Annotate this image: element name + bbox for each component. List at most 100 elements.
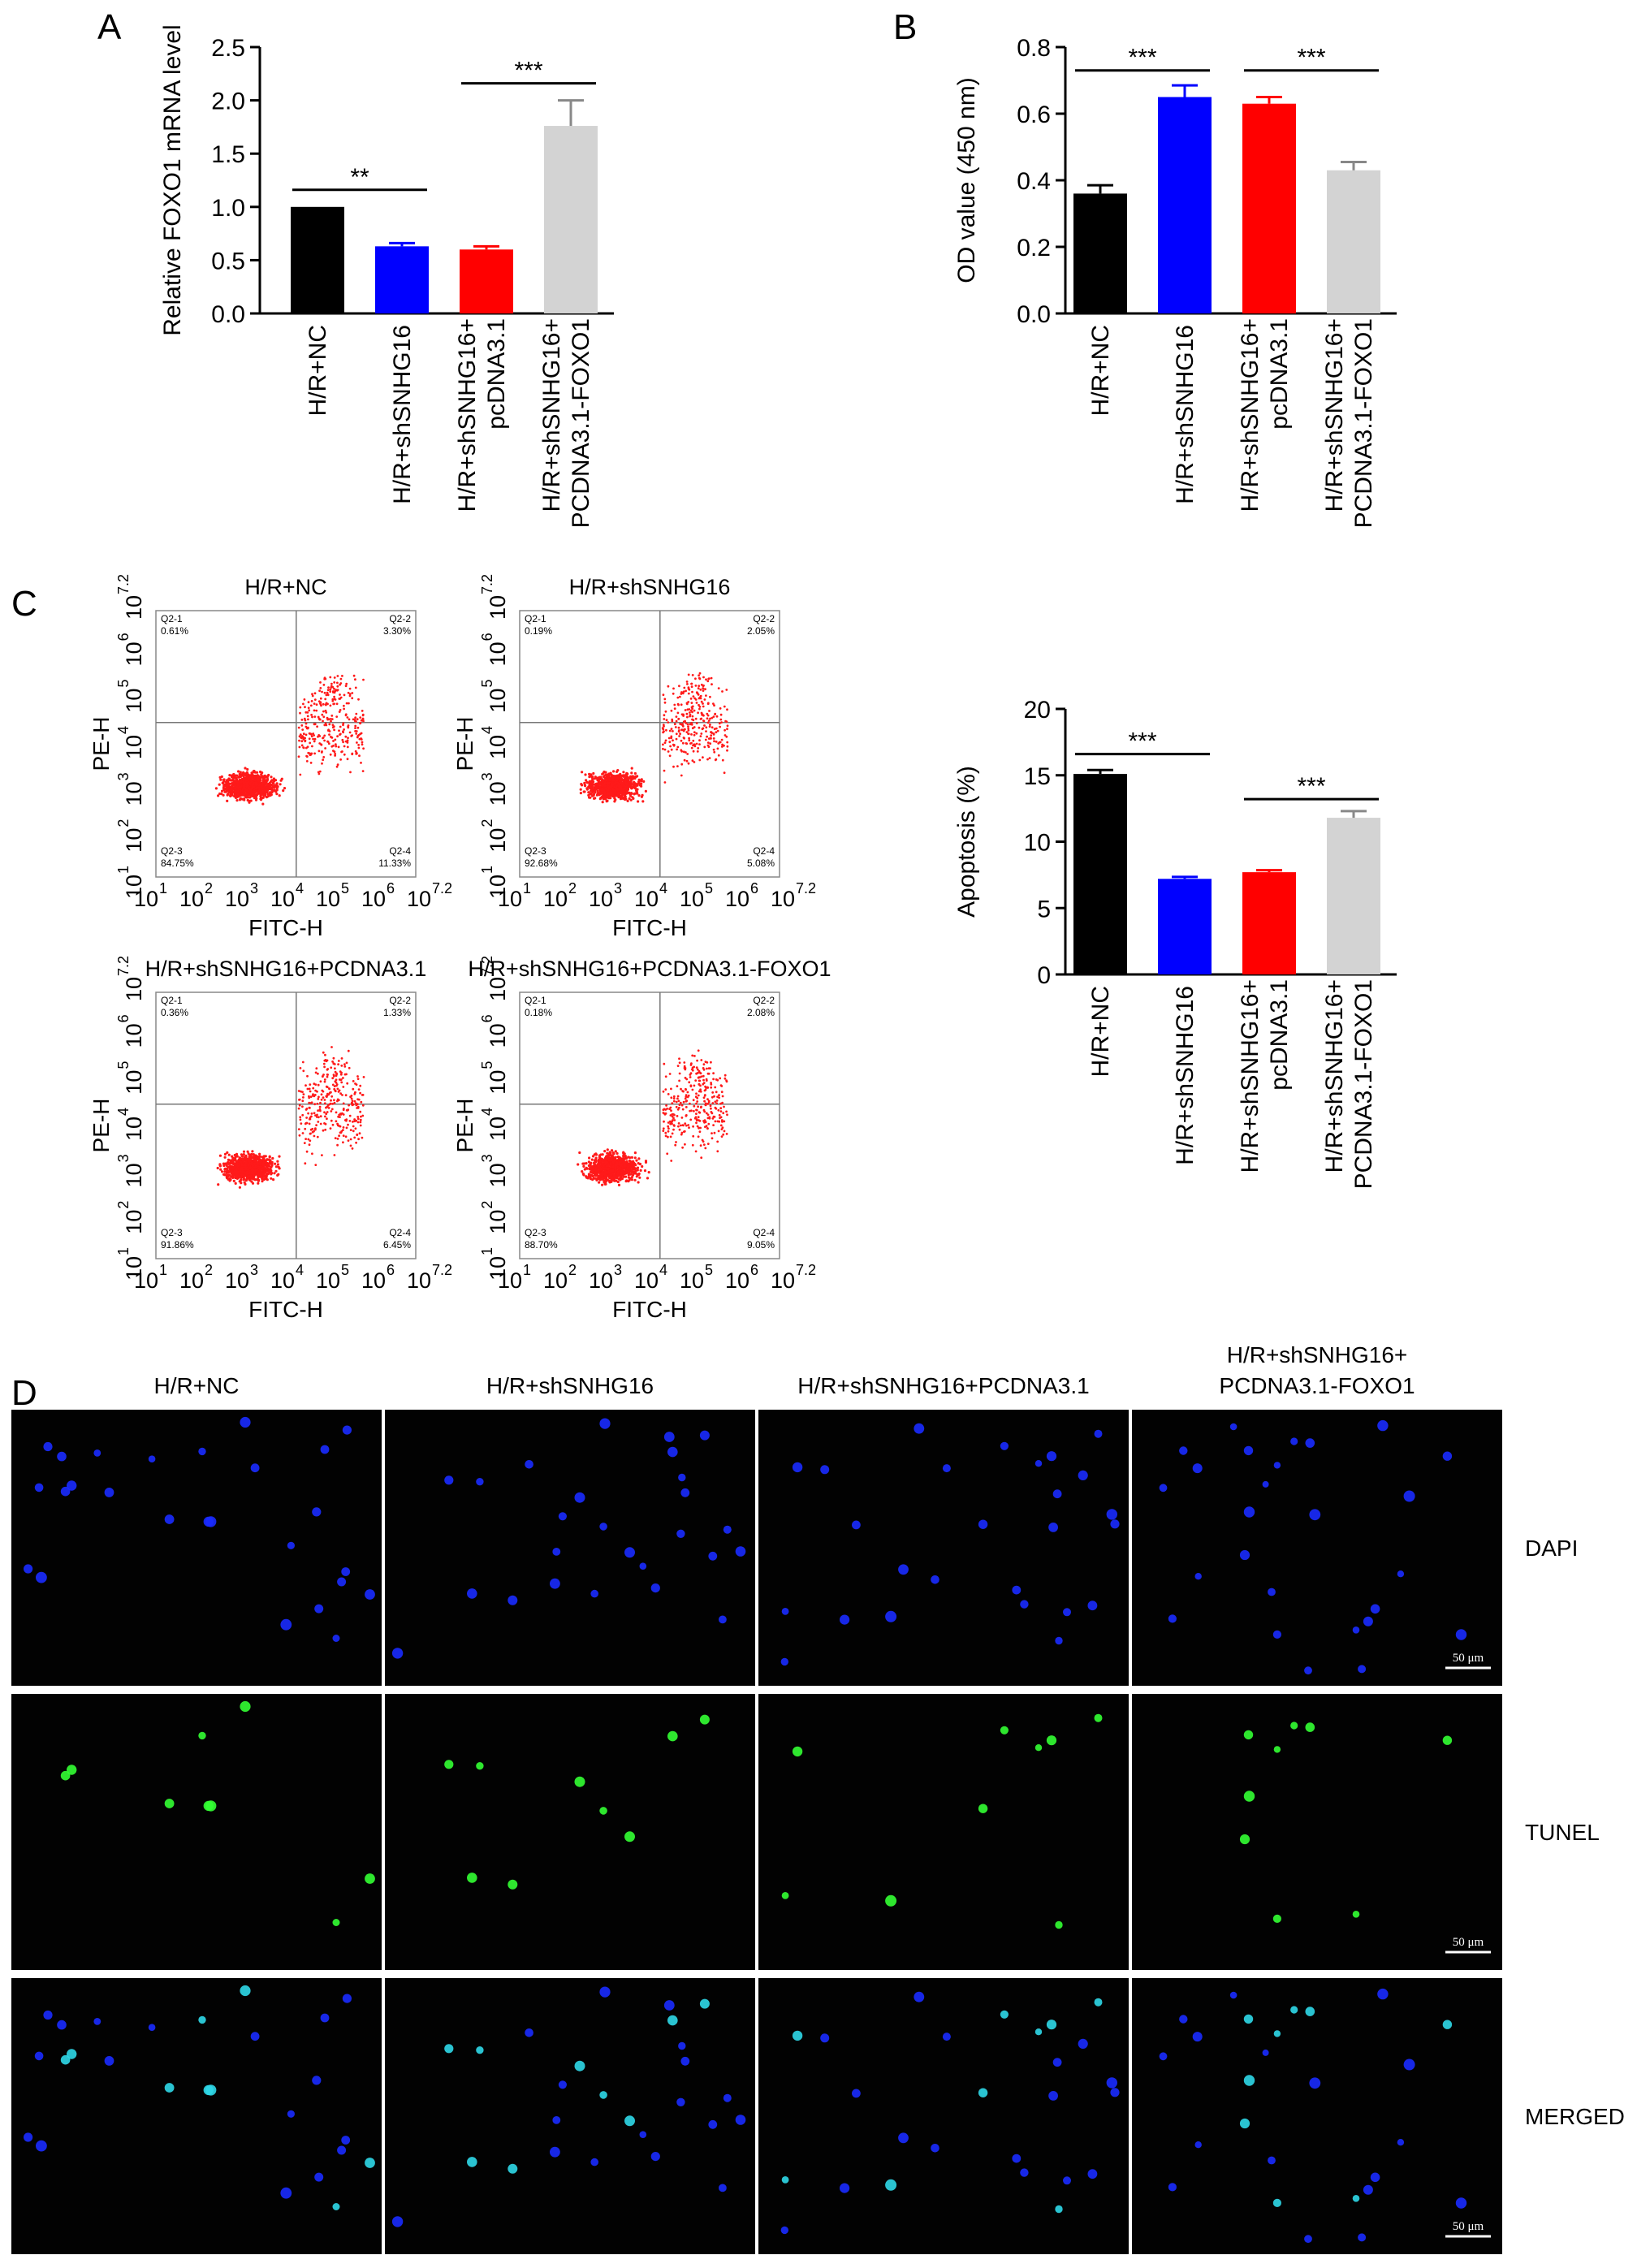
flow-dot	[697, 687, 700, 690]
flow-dot	[304, 706, 306, 709]
flow-dot	[587, 1175, 590, 1178]
flow-dot	[250, 792, 253, 796]
flow-dot	[682, 1100, 685, 1104]
flow-dot	[601, 784, 604, 788]
y-tick-exponent: 3	[115, 772, 132, 780]
flow-dot	[328, 730, 331, 732]
flow-dot	[279, 779, 283, 782]
flow-dot	[677, 1122, 680, 1125]
flow-dot	[690, 1109, 693, 1112]
flow-dot	[270, 1173, 273, 1176]
flow-dot	[317, 700, 321, 703]
flow-dot	[228, 788, 231, 793]
flow-dot	[346, 716, 349, 719]
flow-dot	[268, 785, 271, 789]
flow-dot	[315, 703, 318, 706]
flow-dot	[629, 1161, 633, 1164]
flow-dot	[261, 1172, 265, 1175]
flow-dot	[323, 1111, 326, 1114]
flow-dot	[678, 735, 680, 737]
flow-dot	[298, 739, 300, 742]
flow-dot	[342, 1141, 344, 1144]
flow-dot	[344, 735, 348, 738]
flow-dot	[323, 676, 326, 680]
flow-dot	[299, 733, 302, 737]
x-category-label: H/R+shSNHG16+ PCDNA3.1-FOXO1	[538, 318, 594, 528]
flow-dot	[676, 702, 680, 706]
flow-dot	[714, 1086, 717, 1089]
flow-dot	[687, 701, 690, 703]
x-tick-label: 10	[725, 887, 749, 911]
flow-dot	[711, 1095, 714, 1099]
flow-dot	[670, 1160, 673, 1162]
flow-dot	[331, 1061, 334, 1063]
flow-dot	[612, 770, 616, 773]
flow-dot	[264, 793, 267, 796]
y-tick-label: 10	[122, 595, 146, 620]
flow-dot	[646, 1177, 650, 1180]
flow-dot	[611, 777, 615, 780]
flow-dot	[244, 773, 247, 777]
flow-dot	[305, 711, 308, 714]
flow-dot	[322, 1062, 326, 1065]
flow-dot	[248, 1162, 252, 1165]
flow-dot	[675, 715, 678, 718]
flow-dot	[589, 1177, 593, 1181]
flow-dot	[686, 683, 689, 685]
flow-dot	[698, 685, 701, 688]
flow-dot	[704, 738, 707, 741]
flow-dot	[264, 782, 267, 786]
flow-dot	[616, 1180, 620, 1184]
bar	[544, 126, 598, 313]
flow-dot	[230, 1170, 233, 1173]
x-tick-label: 10	[225, 887, 249, 911]
flow-dot	[347, 1139, 350, 1142]
flow-dot	[585, 1167, 589, 1170]
flow-dot	[582, 1164, 585, 1168]
flow-dot	[359, 1124, 362, 1127]
y-tick-group: 106	[115, 1014, 146, 1048]
bar	[1327, 818, 1380, 974]
flow-dot	[342, 741, 344, 744]
flow-dot	[217, 1183, 220, 1186]
flow-dot	[249, 1157, 253, 1160]
flow-dot	[269, 793, 272, 797]
flow-dot	[243, 798, 246, 801]
flow-dot	[332, 725, 335, 728]
flow-dot	[310, 700, 313, 702]
flow-dot	[360, 732, 363, 735]
flow-dot	[339, 1078, 343, 1081]
flow-dot	[584, 773, 587, 776]
flow-dot	[258, 779, 262, 782]
flow-dot	[320, 704, 322, 707]
flow-dot	[702, 685, 705, 688]
flow-dot	[328, 733, 330, 736]
flow-dot	[597, 780, 600, 783]
flow-dot	[609, 771, 612, 775]
flow-dot	[684, 709, 687, 711]
flow-dot	[719, 718, 723, 721]
flow-dot	[338, 1134, 340, 1138]
flow-dot	[358, 754, 361, 758]
flow-dot	[307, 1112, 309, 1115]
flow-dot	[617, 782, 620, 785]
flow-dot	[322, 719, 324, 723]
flow-dot	[702, 676, 705, 679]
flow-dot	[313, 698, 317, 701]
flow-dot	[266, 1178, 269, 1182]
flow-dot	[638, 779, 641, 782]
flow-dot	[715, 1099, 719, 1102]
flow-dot	[637, 1181, 640, 1184]
x-tick-exponent: 7.2	[432, 880, 452, 896]
flow-dot	[331, 1083, 335, 1086]
flow-dot	[346, 739, 349, 742]
flow-dot	[312, 1093, 314, 1095]
flow-dot	[691, 674, 694, 676]
flow-dot	[630, 771, 633, 775]
flow-dot	[594, 1166, 598, 1169]
flow-dot	[322, 737, 324, 740]
flow-dot	[603, 1160, 607, 1163]
flow-dot	[717, 1130, 720, 1133]
flow-dot	[598, 1166, 602, 1169]
flow-dot	[662, 731, 664, 734]
